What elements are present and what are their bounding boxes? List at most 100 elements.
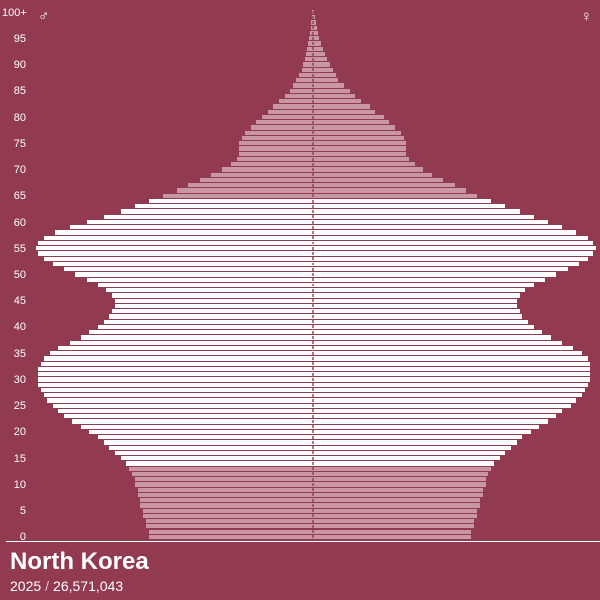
pyramid-bar-female xyxy=(313,346,573,350)
center-tick xyxy=(312,346,314,349)
center-tick xyxy=(312,436,314,439)
pyramid-bar-male xyxy=(245,131,313,135)
pyramid-bar-male xyxy=(115,299,313,303)
pyramid-bar-female xyxy=(313,194,477,198)
center-tick xyxy=(312,158,314,161)
footer-year: 2025 xyxy=(10,578,41,594)
center-tick xyxy=(312,446,314,449)
pyramid-bar-female xyxy=(313,519,474,523)
pyramid-bar-female xyxy=(313,377,590,381)
pyramid-bar-female xyxy=(313,41,321,45)
pyramid-bar-male xyxy=(146,519,313,523)
pyramid-bar-female xyxy=(313,199,491,203)
pyramid-bar-male xyxy=(121,456,313,460)
center-tick xyxy=(312,394,314,397)
y-axis-label: 5 xyxy=(2,505,26,517)
pyramid-bar-male xyxy=(138,488,313,492)
pyramid-bar-male xyxy=(41,388,313,392)
y-axis-label: 50 xyxy=(2,269,26,281)
center-tick xyxy=(312,488,314,491)
footer-population: 26,571,043 xyxy=(53,578,123,594)
center-tick xyxy=(312,63,314,66)
pyramid-bar-male xyxy=(36,246,313,250)
pyramid-bar-male xyxy=(53,404,313,408)
pyramid-bar-female xyxy=(313,393,582,397)
pyramid-bar-female xyxy=(313,257,588,261)
center-tick xyxy=(312,257,314,260)
y-axis-label: 40 xyxy=(2,321,26,333)
pyramid-bar-female xyxy=(313,167,423,171)
pyramid-bar-female xyxy=(313,246,596,250)
pyramid-bar-male xyxy=(106,288,313,292)
center-tick xyxy=(312,289,314,292)
pyramid-bar-female xyxy=(313,283,534,287)
center-tick xyxy=(312,215,314,218)
pyramid-bar-female xyxy=(313,236,588,240)
pyramid-bar-female xyxy=(313,414,556,418)
pyramid-bar-female xyxy=(313,209,520,213)
center-tick xyxy=(312,388,314,391)
y-axis-label: 85 xyxy=(2,85,26,97)
center-tick xyxy=(312,320,314,323)
pyramid-bar-female xyxy=(313,215,534,219)
center-tick xyxy=(312,535,314,538)
pyramid-bar-female xyxy=(313,456,500,460)
pyramid-bar-female xyxy=(313,430,531,434)
pyramid-bar-female xyxy=(313,482,486,486)
y-axis-label: 55 xyxy=(2,243,26,255)
pyramid-bar-male xyxy=(58,346,313,350)
center-tick xyxy=(312,205,314,208)
center-tick xyxy=(312,32,314,35)
pyramid-bar-male xyxy=(58,409,313,413)
center-tick xyxy=(312,37,314,40)
y-axis-label: 30 xyxy=(2,374,26,386)
pyramid-bar-male xyxy=(44,257,313,261)
pyramid-bar-female xyxy=(313,272,556,276)
pyramid-bar-male xyxy=(38,372,313,376)
center-tick xyxy=(312,352,314,355)
y-axis-label: 65 xyxy=(2,190,26,202)
pyramid-bar-female xyxy=(313,57,327,61)
pyramid-bar-male xyxy=(279,99,313,103)
center-tick xyxy=(312,84,314,87)
pyramid-bar-male xyxy=(70,225,313,229)
pyramid-bar-female xyxy=(313,83,344,87)
center-tick xyxy=(312,520,314,523)
center-tick xyxy=(312,425,314,428)
center-tick xyxy=(312,189,314,192)
pyramid-bar-female xyxy=(313,178,443,182)
pyramid-bar-male xyxy=(132,472,313,476)
pyramid-bar-female xyxy=(313,220,548,224)
pyramid-bar-male xyxy=(211,173,313,177)
pyramid-bar-male xyxy=(135,477,313,481)
center-tick xyxy=(312,378,314,381)
pyramid-bar-male xyxy=(89,430,313,434)
center-tick xyxy=(312,247,314,250)
pyramid-bar-male xyxy=(115,451,313,455)
center-tick xyxy=(312,451,314,454)
pyramid-bar-male xyxy=(239,141,313,145)
pyramid-bar-male xyxy=(109,314,313,318)
center-tick xyxy=(312,404,314,407)
pyramid-bar-female xyxy=(313,388,585,392)
pyramid-bar-male xyxy=(299,73,313,77)
pyramid-bar-female xyxy=(313,409,562,413)
pyramid-bar-male xyxy=(143,514,313,518)
pyramid-bar-male xyxy=(290,89,313,93)
pyramid-bar-male xyxy=(44,393,313,397)
pyramid-bar-male xyxy=(163,194,313,198)
center-tick xyxy=(312,152,314,155)
footer-separator: / xyxy=(45,578,49,594)
pyramid-bar-male xyxy=(140,498,313,502)
pyramid-bar-female xyxy=(313,52,325,56)
pyramid-bar-male xyxy=(296,78,313,82)
pyramid-bar-female xyxy=(313,173,432,177)
pyramid-bar-female xyxy=(313,62,330,66)
center-tick xyxy=(312,409,314,412)
pyramid-bar-male xyxy=(81,425,313,429)
pyramid-bar-female xyxy=(313,152,406,156)
pyramid-bar-male xyxy=(121,209,313,213)
center-tick xyxy=(312,210,314,213)
center-tick xyxy=(312,367,314,370)
center-tick xyxy=(312,294,314,297)
